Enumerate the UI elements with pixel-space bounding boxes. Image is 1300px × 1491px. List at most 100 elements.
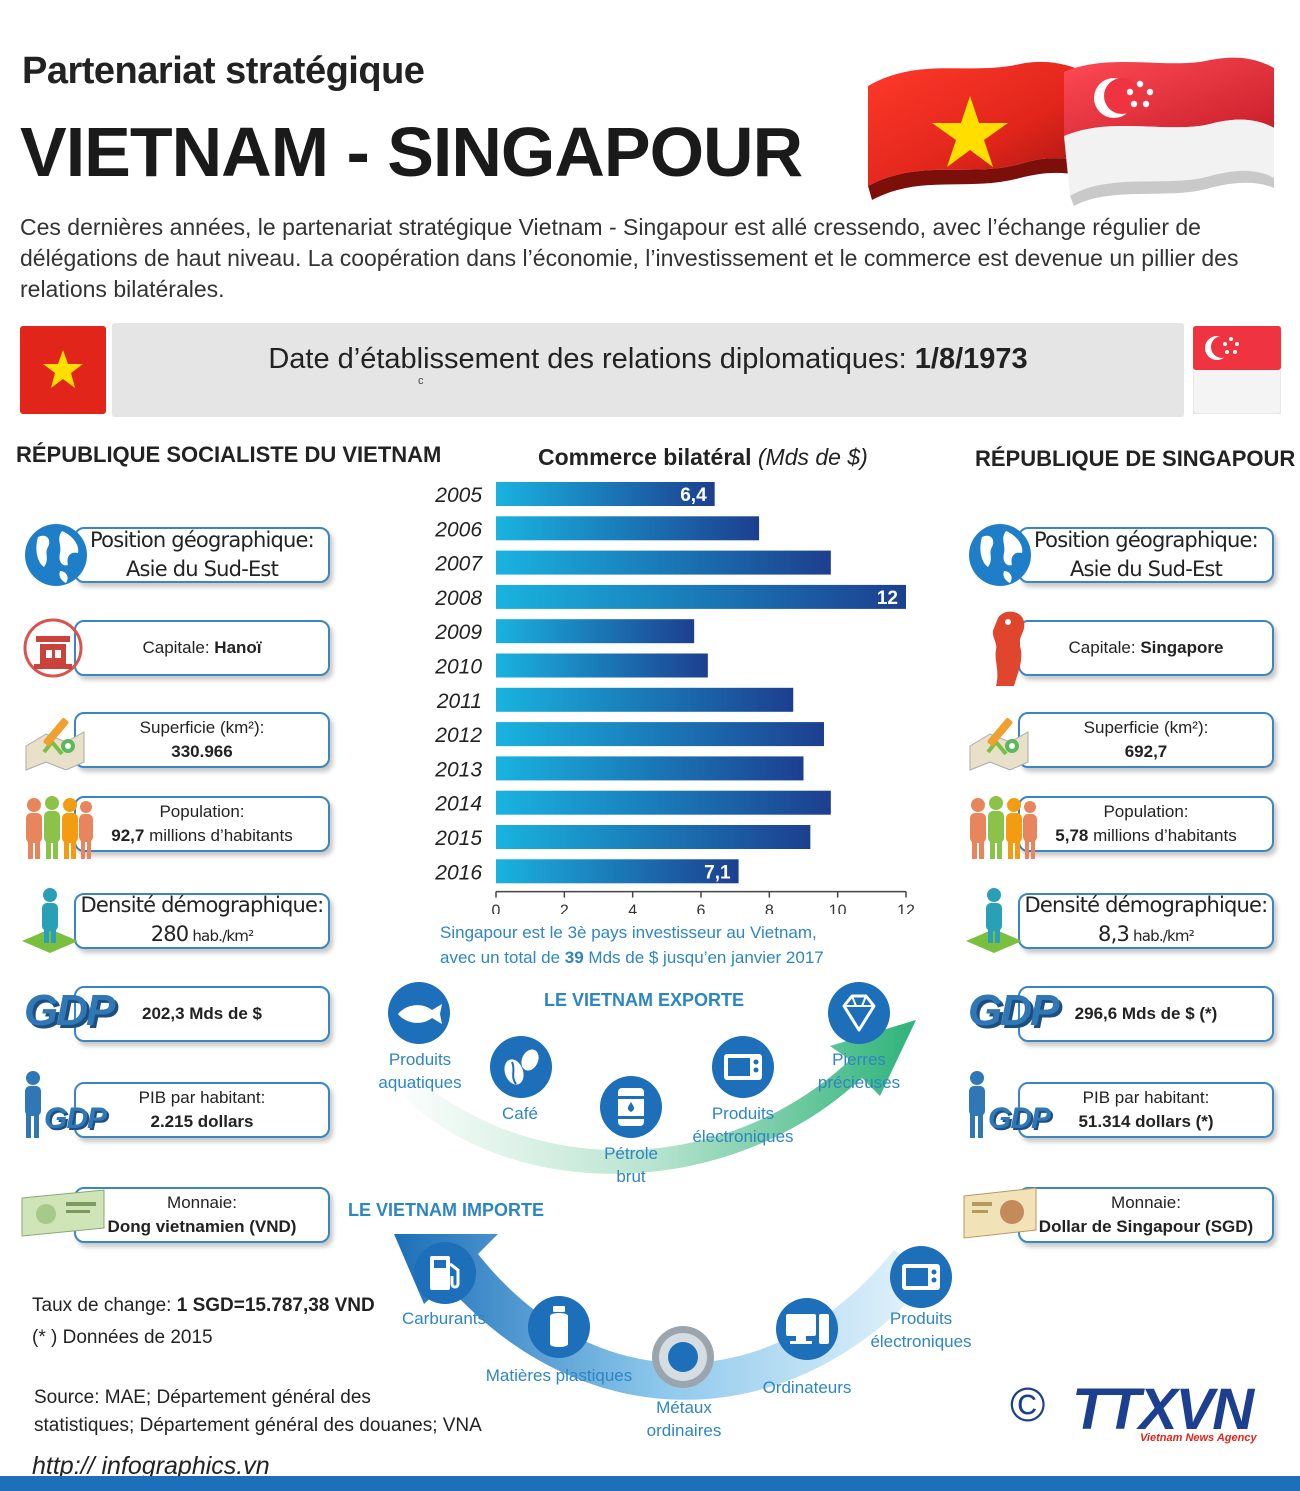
x-tick-label: 4: [628, 903, 637, 914]
bar-value-label: 6,4: [680, 485, 707, 506]
gdp-per-capita-icon: GDP: [988, 1102, 1051, 1135]
sgd-banknote-icon: [963, 1187, 1037, 1239]
vn-gdp-per-capita-value: 2.215 dollars: [150, 1112, 254, 1131]
export-electronics: Produits électroniques: [682, 1102, 804, 1148]
people-icon: [26, 796, 93, 859]
sg-capital-card: Capitale: Singapore: [1018, 620, 1274, 676]
gdp-icon: GDP: [24, 986, 115, 1035]
oil-barrel-icon: [600, 1076, 662, 1138]
import-metals-l2: ordinaires: [646, 1421, 722, 1440]
export-aquatic-l2: aquatiques: [378, 1073, 462, 1092]
gdp-person-icon: [25, 1071, 41, 1138]
stray-mark: c: [418, 375, 424, 387]
electronics-icon: [890, 1246, 952, 1308]
sg-capital-value: Singapore: [1140, 638, 1224, 657]
export-gems-l1: Pierres: [832, 1050, 886, 1069]
vn-population-card: Population: 92,7 millions d’habitants: [74, 796, 330, 852]
date-value: 1/8/1973: [914, 343, 1028, 375]
sg-currency-value: Dollar de Singapour (SGD): [1038, 1217, 1254, 1236]
gdp-per-capita-icon: GDP: [44, 1102, 107, 1135]
import-plastics: Matières plastiques: [478, 1364, 640, 1387]
export-coffee-l1: Café: [502, 1104, 538, 1123]
plastic-bottle-icon: [528, 1296, 590, 1358]
singapore-flag-small: [1193, 326, 1281, 414]
hanoi-temple-icon: [23, 618, 83, 678]
exchange-rate: Taux de change: 1 SGD=15.787,38 VND: [32, 1292, 375, 1320]
trade-bar: [496, 619, 695, 644]
sg-gdp-value: 296,6 Mds de $ (*): [1074, 1004, 1218, 1023]
vn-population-label: Population:: [159, 802, 245, 821]
vn-area-value: 330.966: [171, 742, 233, 761]
vn-currency-label: Monnaie:: [167, 1193, 237, 1212]
chart-title-text: Commerce bilatéral: [538, 444, 752, 470]
export-oil: Pétrole brut: [590, 1142, 672, 1188]
map-pin-icon: [25, 717, 85, 771]
vn-density-unit: hab./km²: [188, 927, 254, 945]
trade-bar: [496, 482, 715, 506]
trade-bar: [496, 859, 739, 884]
vn-density-label: Densité démographique:: [80, 893, 325, 917]
x-tick-label: 0: [492, 903, 501, 914]
merlion-icon: [992, 611, 1025, 686]
investment-note-line1: Singapour est le 3è pays investisseur au…: [440, 923, 817, 942]
ttxvn-logo: TTXVN: [1072, 1377, 1254, 1442]
sg-position-label: Position géographique:: [1034, 528, 1259, 552]
import-metals: Métaux ordinaires: [636, 1396, 732, 1442]
import-fuel-l1: Carburants: [401, 1309, 487, 1328]
sg-density-unit: hab./km²: [1129, 927, 1195, 945]
diamond-icon: [828, 982, 890, 1044]
vn-density-card: Densité démographique: 280 hab./km²: [74, 893, 330, 949]
vn-position-value: Asie du Sud-Est: [125, 557, 279, 581]
import-electronics-l2: électroniques: [870, 1332, 972, 1351]
singapore-flag-large: [1064, 57, 1274, 206]
electronics-icon: [712, 1036, 774, 1098]
site-url[interactable]: http:// infographics.vn: [32, 1452, 270, 1480]
vn-capital-label: Capitale:: [142, 638, 215, 657]
sg-population-unit: millions d’habitants: [1088, 826, 1237, 845]
investment-note-post: Mds de $ jusqu’en janvier 2017: [583, 948, 824, 967]
vn-gdp-per-capita-card: PIB par habitant: 2.215 dollars: [74, 1082, 330, 1138]
import-computers: Ordinateurs: [754, 1376, 860, 1399]
vn-position-card: Position géographique: Asie du Sud-Est: [74, 527, 330, 583]
sg-capital-label: Capitale:: [1068, 638, 1141, 657]
fuel-pump-icon: [414, 1242, 476, 1304]
year-label: 2008: [434, 587, 482, 610]
investment-note: Singapour est le 3è pays investisseur au…: [440, 920, 824, 970]
year-label: 2013: [434, 758, 482, 781]
gdp-icon: GDP: [968, 986, 1059, 1035]
bar-value-label: 12: [877, 588, 898, 609]
sg-population-value: 5,78: [1055, 826, 1089, 845]
vn-population-value: 92,7: [111, 826, 145, 845]
sg-population-card: Population: 5,78 millions d’habitants: [1018, 796, 1274, 852]
coffee-bean-icon: [490, 1036, 552, 1098]
exports-heading: LE VIETNAM EXPORTE: [544, 990, 745, 1010]
diplomatic-date: Date d’établissement des relations diplo…: [112, 343, 1184, 376]
source-line1: Source: MAE; Département général des: [34, 1387, 371, 1408]
vn-currency-value: Dong vietnamien (VND): [107, 1217, 297, 1236]
page-subtitle: Partenariat stratégique: [22, 50, 425, 92]
globe-icon: [25, 524, 87, 586]
trade-bar: [496, 584, 906, 609]
sg-density-card: Densité démographique: 8,3 hab./km²: [1018, 893, 1274, 949]
trade-bar: [496, 653, 708, 678]
vn-position-label: Position géographique:: [90, 528, 315, 552]
trade-bar: [496, 756, 804, 781]
sg-density-label: Densité démographique:: [1024, 893, 1269, 917]
density-person-icon: [966, 888, 1022, 953]
vnd-banknote-icon: [21, 1189, 105, 1237]
chart-unit: (Mds de $): [757, 444, 868, 470]
import-plastics-l1: Matières plastiques: [485, 1366, 633, 1385]
chart-title: Commerce bilatéral (Mds de $): [538, 444, 868, 471]
year-label: 2007: [434, 553, 483, 576]
sg-population-label: Population:: [1103, 802, 1189, 821]
intro-paragraph: Ces dernières années, le partenariat str…: [20, 214, 1239, 302]
x-tick-label: 6: [697, 903, 706, 914]
globe-icon: [969, 524, 1031, 586]
sg-position-value: Asie du Sud-Est: [1069, 557, 1223, 581]
export-oil-l1: Pétrole: [604, 1144, 658, 1163]
x-tick-label: 8: [765, 903, 774, 914]
export-aquatic-l1: Produits: [388, 1050, 452, 1069]
trade-bar: [496, 516, 760, 541]
year-label: 2010: [434, 656, 482, 679]
source-note: Source: MAE; Département général des sta…: [34, 1384, 482, 1440]
